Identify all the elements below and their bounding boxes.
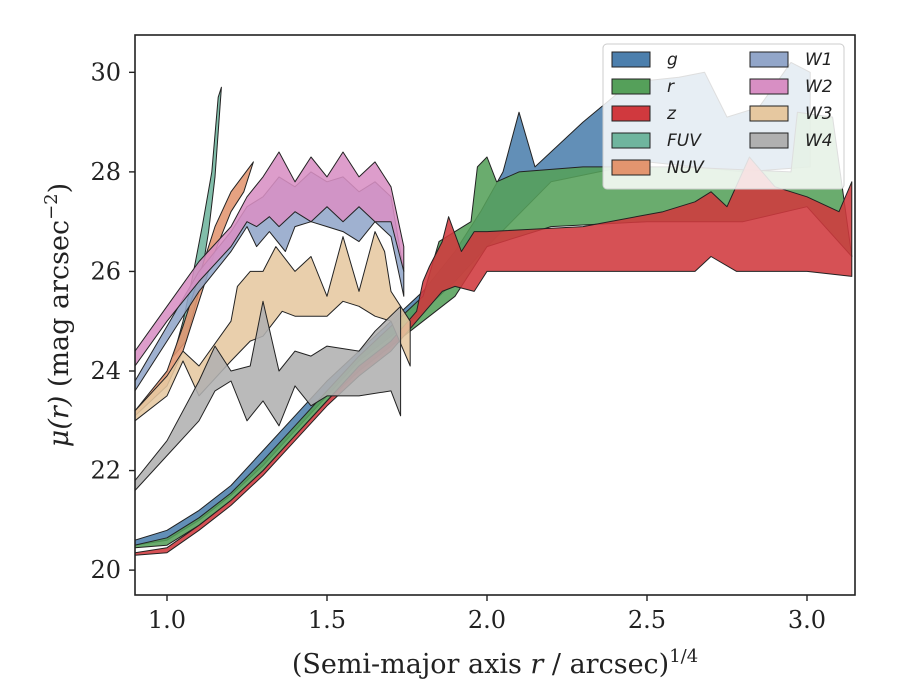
- y-axis: 20 22 24 26 28 30: [90, 58, 135, 584]
- plot-frame: [134, 34, 856, 596]
- y-tick-label: 20: [90, 556, 121, 584]
- legend-label-r: r: [667, 77, 675, 97]
- legend-label-w4: W4: [805, 131, 833, 151]
- legend-swatch-fuv: [611, 132, 651, 149]
- legend-label-w2: W2: [805, 77, 833, 97]
- x-tick-label: 2.5: [628, 606, 666, 634]
- y-tick-label: 24: [90, 357, 121, 385]
- y-axis-label: μ(r) (mag arcsec−2): [41, 183, 75, 447]
- y-tick-label: 26: [90, 257, 121, 285]
- legend-swatch-w3: [749, 105, 789, 122]
- legend: grz FUV NUV W1 W2 W3 W4: [602, 43, 845, 190]
- legend-swatch-r: [611, 78, 651, 95]
- legend-label-g: g: [667, 50, 678, 70]
- band-nuv: [135, 161, 254, 417]
- legend-swatch-z: [611, 105, 651, 122]
- legend-label-fuv: FUV: [667, 131, 702, 151]
- x-axis: 1.0 1.5 2.0 2.5 3.0: [148, 595, 826, 634]
- legend-swatch-w1: [749, 51, 789, 68]
- x-axis-label: (Semi-major axis r / arcsec)1/4: [292, 646, 698, 680]
- legend-label-w1: W1: [805, 50, 833, 70]
- legend-label-w3: W3: [805, 104, 833, 124]
- legend-label-nuv: NUV: [667, 158, 705, 178]
- x-tick-label: 1.5: [308, 606, 346, 634]
- legend-label-z: z: [666, 104, 677, 124]
- band-w2: [135, 151, 405, 367]
- x-tick-label: 1.0: [148, 606, 186, 634]
- series-bands: [135, 61, 853, 556]
- y-tick-label: 22: [90, 457, 121, 485]
- band-w4: [135, 300, 402, 491]
- y-tick-label: 30: [90, 58, 121, 86]
- legend-swatch-g: [611, 51, 651, 68]
- y-tick-label: 28: [90, 158, 121, 186]
- legend-swatch-w2: [749, 78, 789, 95]
- x-tick-label: 2.0: [468, 606, 506, 634]
- legend-swatch-nuv: [611, 159, 651, 176]
- x-tick-label: 3.0: [788, 606, 826, 634]
- legend-swatch-w4: [749, 132, 789, 149]
